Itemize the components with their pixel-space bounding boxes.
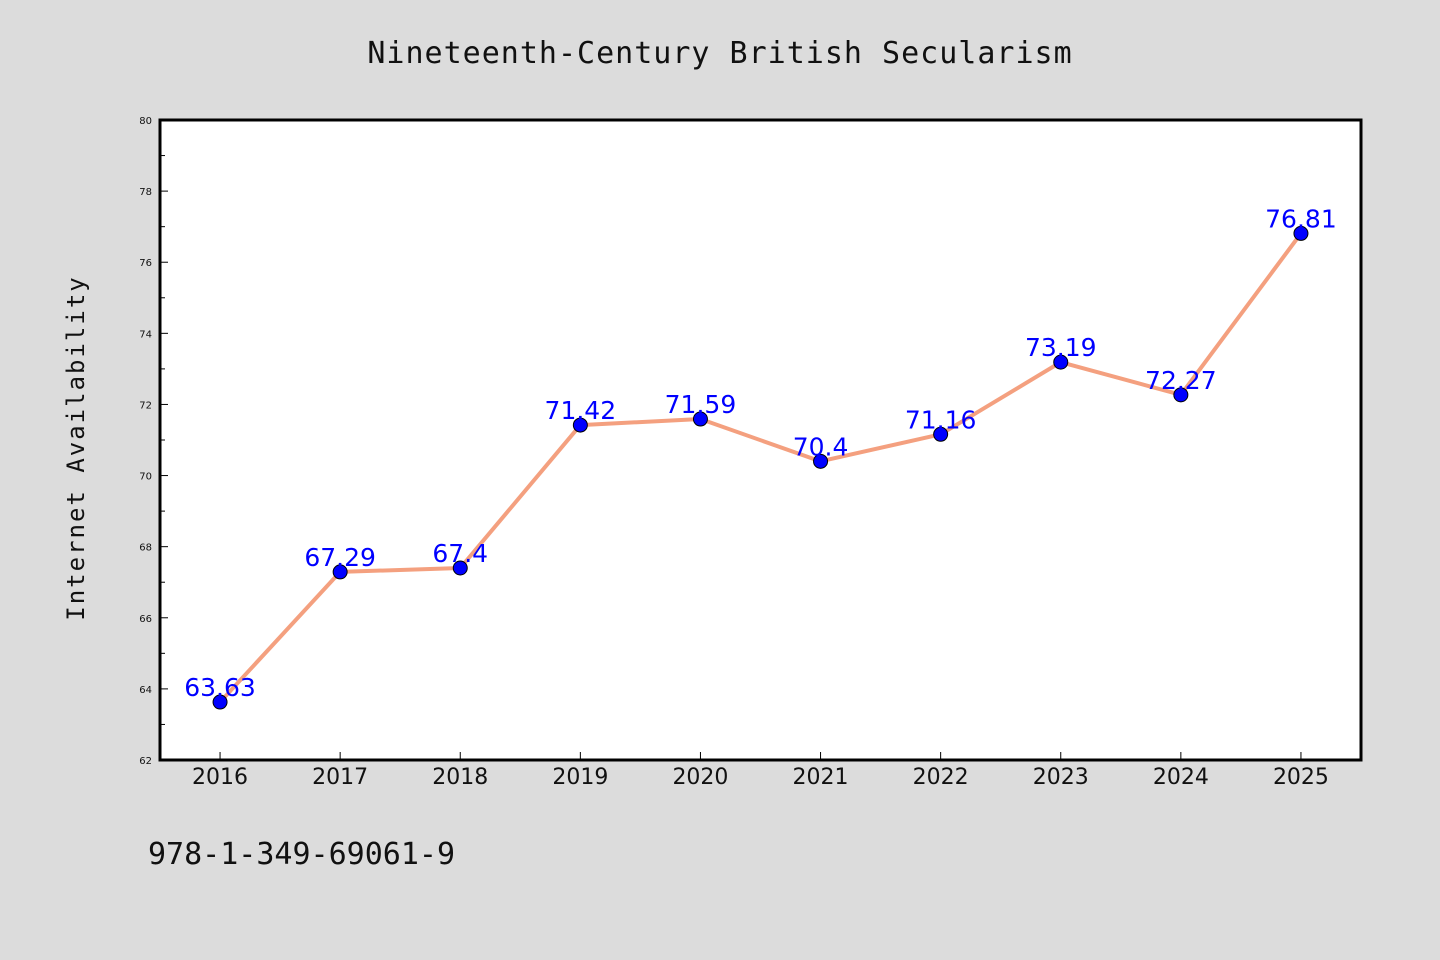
chart-title: Nineteenth-Century British Secularism: [367, 36, 1072, 71]
y-tick-label: 64: [139, 685, 152, 696]
data-point: [1293, 225, 1309, 241]
data-point: [692, 411, 708, 427]
x-tick-label: 2023: [1033, 765, 1089, 790]
x-tick-label: 2021: [793, 765, 849, 790]
series-layer: [212, 225, 1309, 710]
data-point: [452, 560, 468, 576]
x-tick-label: 2016: [192, 765, 248, 790]
y-tick-label: 76: [139, 258, 152, 269]
y-tick-label: 68: [139, 543, 152, 554]
data-labels: 63.63 67.29 67.4 71.42 71.59 70.4 71.16 73.19 72…: [184, 204, 1336, 702]
x-tick-label: 2019: [552, 765, 608, 790]
data-label: 71.16: [905, 405, 977, 434]
x-tick-label: 2024: [1153, 765, 1209, 790]
x-tick-label: 2025: [1273, 765, 1329, 790]
data-label: 67.4: [432, 539, 488, 568]
data-label: 63.63: [184, 673, 256, 702]
x-tick-label: 2017: [312, 765, 368, 790]
isbn-footnote: 978-1-349-69061-9: [148, 837, 455, 872]
data-label: 71.59: [665, 390, 737, 419]
series-line: [218, 232, 1303, 704]
plot-frame: [158, 118, 1363, 762]
y-tick-label: 72: [139, 400, 152, 411]
data-label: 73.19: [1025, 333, 1097, 362]
y-tick-label: 78: [139, 187, 152, 198]
y-tick-label: 74: [139, 329, 152, 340]
x-tick-label: 2020: [672, 765, 728, 790]
axis-ticks: 62 64 66 68 70 72 74 76 78 80 2016 2017 2018 2019 2020…: [139, 116, 1329, 790]
y-tick-label: 70: [139, 472, 152, 483]
data-point: [572, 417, 588, 433]
data-point: [212, 694, 228, 710]
data-label: 72.27: [1145, 366, 1217, 395]
data-point: [1053, 354, 1069, 370]
x-tick-label: 2018: [432, 765, 488, 790]
data-point: [933, 426, 949, 442]
data-point: [813, 453, 829, 469]
data-point: [332, 564, 348, 580]
y-tick-label: 62: [139, 756, 152, 767]
y-tick-label: 66: [139, 614, 152, 625]
data-label: 67.29: [304, 543, 376, 572]
data-label: 71.42: [545, 396, 617, 425]
y-axis-label: Internet Availability: [62, 275, 90, 620]
data-label: 70.4: [793, 432, 849, 461]
x-tick-label: 2022: [913, 765, 969, 790]
data-point: [1173, 387, 1189, 403]
y-tick-label: 80: [139, 116, 152, 127]
data-label: 76.81: [1265, 204, 1337, 233]
